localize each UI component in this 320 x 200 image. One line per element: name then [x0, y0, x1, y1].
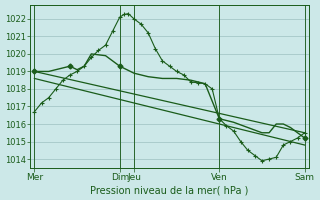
X-axis label: Pression niveau de la mer( hPa ): Pression niveau de la mer( hPa ): [90, 185, 249, 195]
